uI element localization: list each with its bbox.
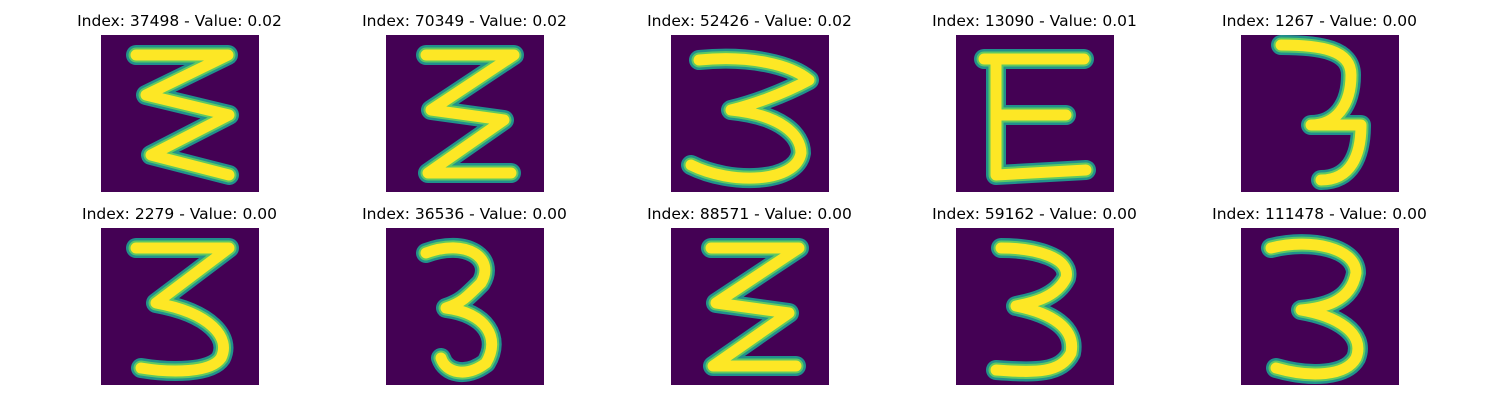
digit-panel: Index: 1267 - Value: 0.00 <box>1177 0 1462 192</box>
digit-image <box>386 35 544 192</box>
panel-title: Index: 37498 - Value: 0.02 <box>77 12 282 30</box>
digit-panel: Index: 36536 - Value: 0.00 <box>322 193 607 385</box>
digit-panel: Index: 88571 - Value: 0.00 <box>607 193 892 385</box>
digit-panel: Index: 2279 - Value: 0.00 <box>37 193 322 385</box>
digit-image <box>386 228 544 385</box>
panel-title: Index: 70349 - Value: 0.02 <box>362 12 567 30</box>
digit-image <box>671 228 829 385</box>
digit-stroke-core <box>420 242 498 378</box>
digit-panel: Index: 52426 - Value: 0.02 <box>607 0 892 192</box>
digit-stroke-core <box>705 242 805 372</box>
panel-title: Index: 13090 - Value: 0.01 <box>932 12 1137 30</box>
digit-panel: Index: 37498 - Value: 0.02 <box>37 0 322 192</box>
digit-panel: Index: 13090 - Value: 0.01 <box>892 0 1177 192</box>
digit-image <box>956 35 1114 192</box>
digit-image <box>101 35 259 192</box>
panel-title: Index: 1267 - Value: 0.00 <box>1222 12 1417 30</box>
image-background <box>1241 35 1399 192</box>
panel-title: Index: 52426 - Value: 0.02 <box>647 12 852 30</box>
digit-stroke-core <box>420 49 520 179</box>
digit-image <box>101 228 259 385</box>
panel-title: Index: 2279 - Value: 0.00 <box>82 205 277 223</box>
digit-stroke-core <box>1275 39 1367 186</box>
panel-title: Index: 111478 - Value: 0.00 <box>1212 205 1427 223</box>
panel-title: Index: 88571 - Value: 0.00 <box>647 205 852 223</box>
digit-image <box>1241 35 1399 192</box>
digit-panel: Index: 111478 - Value: 0.00 <box>1177 193 1462 385</box>
digit-image <box>671 35 829 192</box>
digit-panel: Index: 59162 - Value: 0.00 <box>892 193 1177 385</box>
digit-image <box>1241 228 1399 385</box>
digit-stroke-core <box>130 49 235 181</box>
panel-title: Index: 36536 - Value: 0.00 <box>362 205 567 223</box>
panel-title: Index: 59162 - Value: 0.00 <box>932 205 1137 223</box>
digit-stroke-core <box>685 53 815 184</box>
digit-stroke-core <box>130 242 235 377</box>
digit-image <box>956 228 1114 385</box>
digit-stroke-core <box>990 242 1078 377</box>
digit-stroke-core <box>1265 238 1364 380</box>
digit-stroke-core <box>978 53 1092 181</box>
digit-panel: Index: 70349 - Value: 0.02 <box>322 0 607 192</box>
